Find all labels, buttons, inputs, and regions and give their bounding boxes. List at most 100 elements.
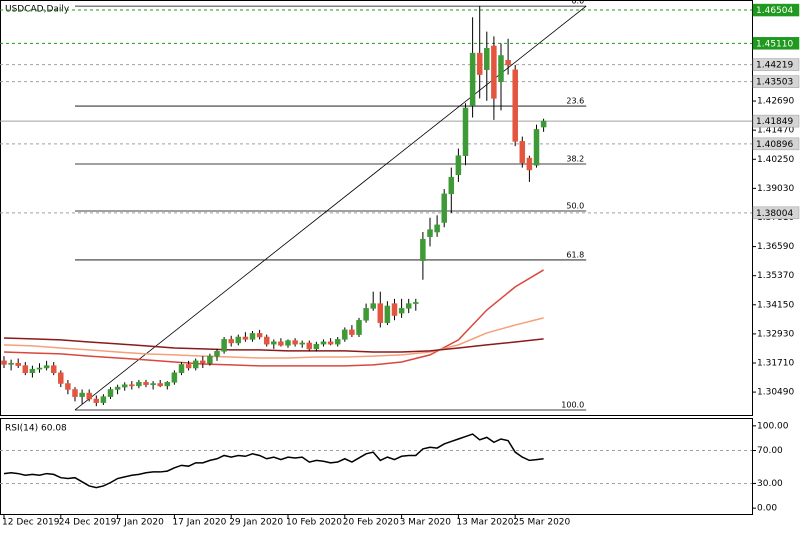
y-tick-label: 1.32930 (757, 329, 794, 339)
candle-body (519, 141, 526, 164)
candle-body (512, 69, 518, 142)
candle-body (455, 155, 462, 176)
y-tick-label: 1.34150 (757, 300, 794, 310)
candle-body (256, 333, 263, 338)
candle-body (43, 365, 50, 369)
candle-body (242, 336, 249, 340)
price-level-box (752, 206, 800, 220)
candle-body (306, 342, 313, 350)
candle-body (50, 365, 57, 374)
candle-body (398, 308, 405, 314)
candle-body (526, 157, 533, 171)
candle-body (413, 302, 419, 304)
candle-body (462, 107, 469, 156)
candle-body (221, 339, 227, 352)
candle-body (498, 55, 504, 82)
candle-body (129, 384, 135, 387)
candle-body (171, 372, 178, 383)
candle-body (363, 308, 369, 321)
price-level-label: 1.46504 (756, 6, 793, 16)
rsi-title: RSI(14) (5, 424, 38, 434)
x-tick-label: 7 Jan 2020 (116, 518, 164, 528)
price-level-label: 1.40896 (756, 140, 793, 150)
rsi-tick-label: 100.00 (757, 421, 789, 431)
price-level-label: 1.44219 (756, 61, 793, 71)
candle-body (484, 48, 490, 71)
y-tick-label: 1.35370 (757, 271, 794, 281)
y-tick-label: 1.42690 (757, 97, 794, 107)
candle-body (263, 336, 270, 345)
candle-body (192, 360, 199, 369)
price-level-label: 1.45110 (756, 39, 793, 49)
main-panel-frame (0, 0, 753, 416)
candle-body (100, 396, 107, 403)
candle-body (278, 341, 284, 346)
candle-body (200, 360, 206, 364)
candle-body (320, 341, 327, 345)
candle-body (79, 392, 85, 397)
candle-body (58, 372, 64, 384)
rsi-line (3, 433, 544, 489)
candle-body (114, 386, 121, 390)
price-level-label: 1.38004 (756, 209, 793, 219)
fib-label: 23.6 (566, 97, 584, 106)
x-tick-label: 3 Mar 2020 (400, 518, 452, 528)
candle-body (72, 389, 78, 397)
candle-body (342, 329, 348, 340)
candle-body (65, 383, 71, 390)
candle-body (505, 60, 511, 66)
candle-body (1, 360, 7, 365)
candle-body (292, 340, 298, 345)
candle-body (370, 303, 376, 309)
candle-body (207, 355, 213, 364)
x-tick-label: 10 Feb 2020 (286, 518, 342, 528)
rsi-tick-label: 0.00 (757, 504, 777, 514)
candle-body (533, 129, 540, 166)
y-tick-label: 1.39030 (757, 184, 794, 194)
candle-body (427, 229, 433, 238)
x-tick-label: 17 Jan 2020 (172, 518, 226, 528)
rsi-panel-frame (0, 418, 753, 515)
y-tick-label: 1.30490 (757, 388, 794, 398)
candle-body (391, 303, 398, 316)
candle-body (136, 382, 142, 387)
price-level-box (752, 58, 800, 71)
candle-body (249, 333, 256, 340)
fib-label: 100.0 (561, 400, 584, 409)
candle-body (164, 382, 171, 387)
candle-body (22, 365, 29, 374)
candle-body (356, 320, 362, 335)
rsi-current: 60.08 (41, 424, 67, 434)
price-level-box (752, 114, 800, 128)
chart-title: USDCAD,Daily (5, 5, 70, 15)
price-level-box (752, 137, 800, 151)
candle-body (178, 364, 185, 374)
candle-body (271, 341, 277, 345)
candle-body (29, 368, 36, 374)
rsi-tick-label: 70.00 (757, 446, 783, 456)
candle-body (15, 362, 21, 366)
candle-body (420, 238, 426, 261)
price-level-box (752, 75, 800, 88)
candle-body (214, 351, 220, 357)
candle-body (377, 303, 384, 323)
candle-body (476, 52, 483, 75)
fib-label: 61.8 (566, 250, 584, 259)
candle-body (235, 336, 242, 344)
y-tick-label: 1.31710 (757, 358, 794, 368)
fib-label: 38.2 (566, 155, 584, 164)
x-tick-label: 13 Mar 2020 (456, 518, 513, 528)
candle-body (150, 383, 156, 385)
candle-body (299, 342, 305, 345)
candle-body (448, 176, 455, 195)
price-level-label: 1.43503 (756, 78, 793, 88)
y-tick-label: 1.36590 (757, 242, 794, 252)
candle-body (540, 120, 547, 128)
candle-body (384, 305, 391, 323)
candle-body (36, 367, 43, 370)
rsi-tick-label: 30.00 (757, 479, 783, 489)
moving-average (3, 337, 544, 353)
candle-body (491, 45, 497, 99)
